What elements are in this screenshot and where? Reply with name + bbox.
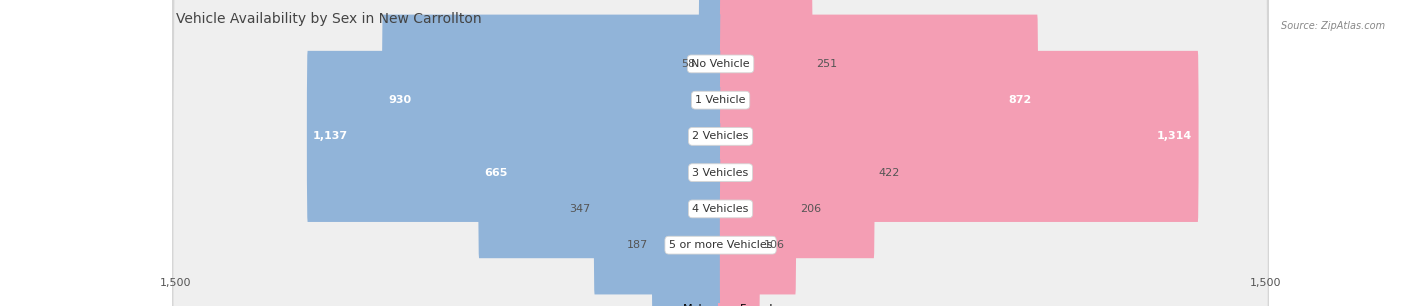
Text: 187: 187: [627, 240, 648, 250]
Text: 2 Vehicles: 2 Vehicles: [692, 131, 749, 141]
Text: 422: 422: [879, 168, 900, 178]
Text: 5 or more Vehicles: 5 or more Vehicles: [669, 240, 772, 250]
Text: 1 Vehicle: 1 Vehicle: [696, 95, 745, 105]
Text: Vehicle Availability by Sex in New Carrollton: Vehicle Availability by Sex in New Carro…: [176, 12, 481, 26]
FancyBboxPatch shape: [173, 0, 1268, 306]
Legend: Male, Female: Male, Female: [657, 299, 785, 306]
Text: 347: 347: [569, 204, 591, 214]
FancyBboxPatch shape: [593, 123, 721, 294]
FancyBboxPatch shape: [720, 0, 813, 149]
Text: 58: 58: [681, 59, 695, 69]
FancyBboxPatch shape: [720, 87, 875, 258]
Text: 1,314: 1,314: [1157, 131, 1192, 141]
Text: 3 Vehicles: 3 Vehicles: [692, 168, 749, 178]
FancyBboxPatch shape: [720, 160, 759, 306]
Text: Source: ZipAtlas.com: Source: ZipAtlas.com: [1281, 21, 1385, 32]
Text: 106: 106: [763, 240, 785, 250]
Text: 930: 930: [388, 95, 412, 105]
FancyBboxPatch shape: [173, 0, 1268, 306]
FancyBboxPatch shape: [307, 51, 721, 222]
FancyBboxPatch shape: [173, 0, 1268, 306]
FancyBboxPatch shape: [173, 0, 1268, 306]
Text: No Vehicle: No Vehicle: [692, 59, 749, 69]
Text: 872: 872: [1008, 95, 1032, 105]
FancyBboxPatch shape: [173, 0, 1268, 306]
FancyBboxPatch shape: [382, 15, 721, 186]
FancyBboxPatch shape: [173, 0, 1268, 306]
FancyBboxPatch shape: [652, 160, 721, 306]
Text: 4 Vehicles: 4 Vehicles: [692, 204, 749, 214]
FancyBboxPatch shape: [720, 15, 1038, 186]
Text: 665: 665: [485, 168, 508, 178]
FancyBboxPatch shape: [699, 0, 721, 149]
Text: 206: 206: [800, 204, 821, 214]
Text: 251: 251: [815, 59, 837, 69]
Text: 1,137: 1,137: [314, 131, 349, 141]
FancyBboxPatch shape: [720, 51, 1198, 222]
FancyBboxPatch shape: [478, 87, 721, 258]
FancyBboxPatch shape: [720, 123, 796, 294]
